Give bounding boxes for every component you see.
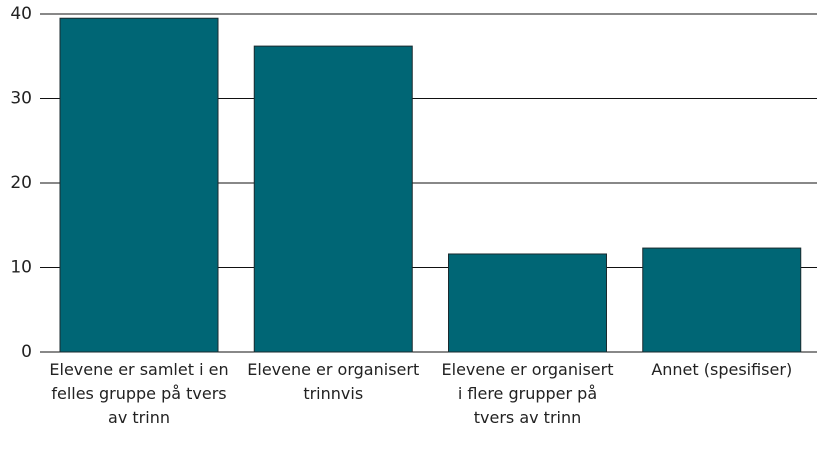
y-tick-label: 20 [10,173,32,193]
x-tick-label: Elevene er organisert trinnvis [247,360,420,403]
y-tick-label: 10 [10,258,32,278]
x-tick-label: Annet (spesifiser) [651,360,793,379]
x-tick-label-box: Elevene er organisert i flere grupper på… [441,360,614,427]
bar [642,247,802,353]
bar [448,253,607,353]
y-tick-label: 30 [10,89,32,109]
x-tick-label-box: Annet (spesifiser) [651,360,793,379]
x-tick-label-box: Elevene er samlet i en felles gruppe på … [49,360,229,427]
x-tick-label: Elevene er samlet i en felles gruppe på … [49,360,229,427]
x-tick-label-box: Elevene er organisert trinnvis [247,360,420,403]
bar [59,17,219,353]
y-tick-label: 40 [10,4,32,24]
x-tick-label: Elevene er organisert i flere grupper på… [441,360,614,427]
bar [253,45,413,353]
y-tick-label: 0 [21,342,32,362]
